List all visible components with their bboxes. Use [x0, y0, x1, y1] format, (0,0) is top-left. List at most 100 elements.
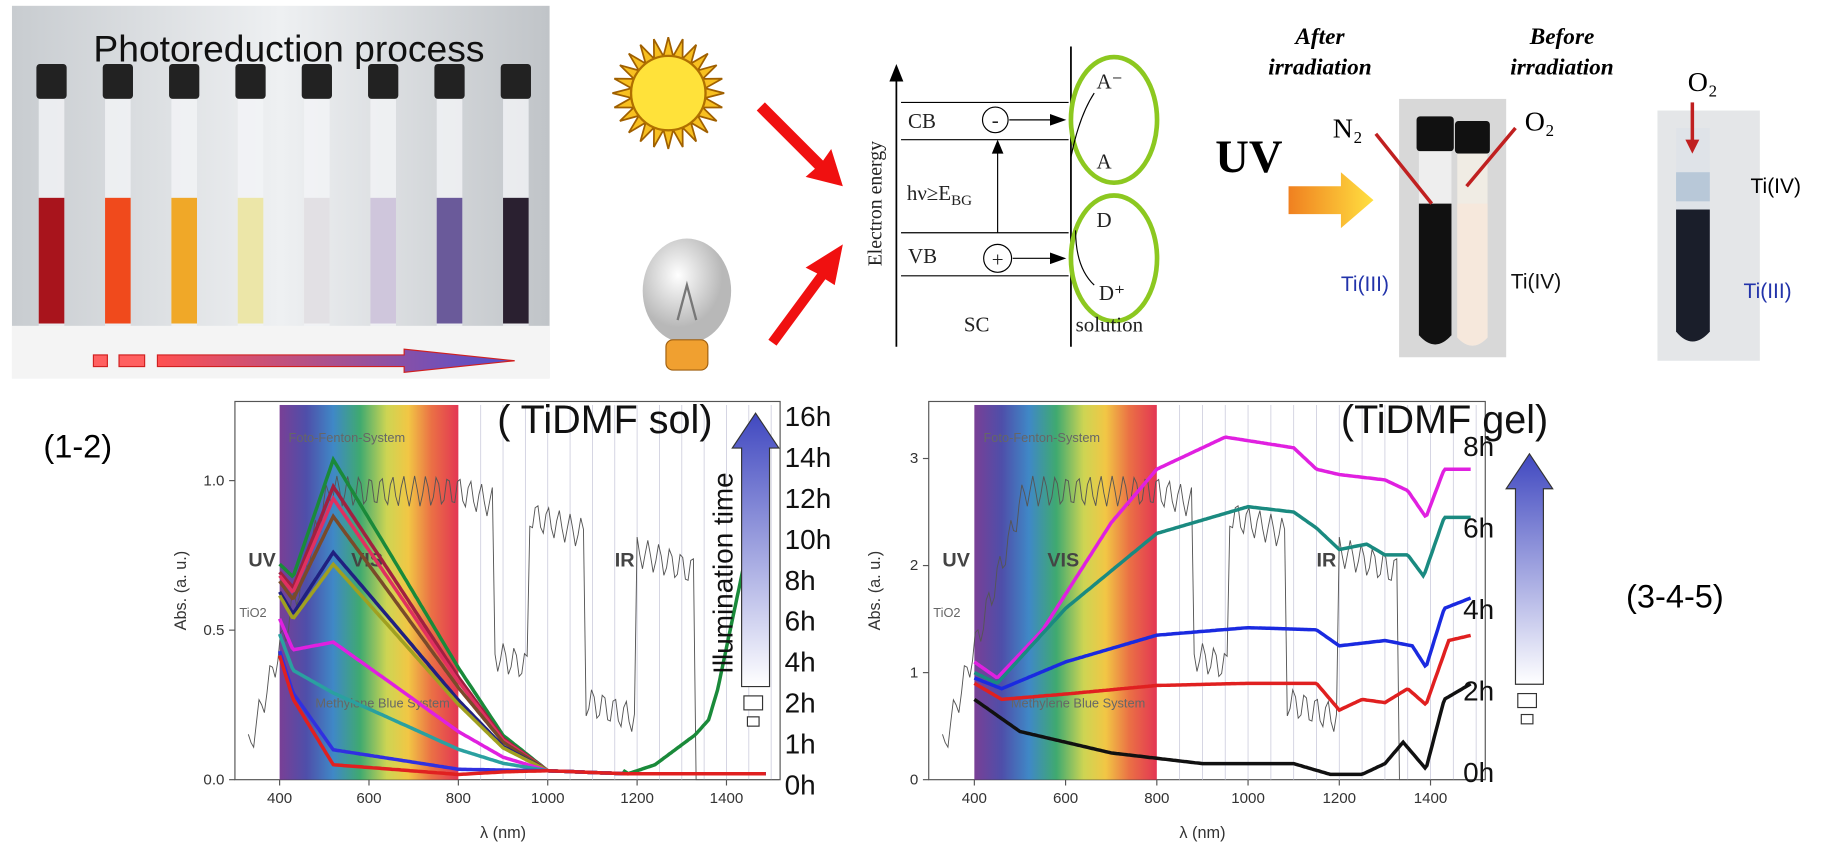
acceptor-reduced: A⁻ — [1097, 69, 1123, 93]
region-label: UV — [942, 550, 970, 572]
x-tick-label: 800 — [1144, 790, 1169, 807]
ti4-label: Ti(IV) — [1751, 175, 1801, 198]
electron-sign: - — [992, 108, 999, 132]
vial-liquid — [370, 198, 396, 324]
x-tick-label: 1200 — [620, 790, 654, 807]
vial-liquid — [437, 198, 463, 324]
red-arrow — [757, 102, 843, 186]
time-label: 16h — [785, 401, 832, 432]
dark-solution — [1419, 204, 1452, 345]
time-label: 10h — [785, 524, 832, 555]
x-tick-label: 400 — [962, 790, 987, 807]
ti3-label: Ti(III) — [1341, 273, 1389, 296]
interface-layer — [1676, 172, 1710, 201]
time-label: 12h — [785, 483, 832, 514]
y-axis-label: Abs. (a. u.) — [866, 551, 884, 631]
legend-box — [747, 717, 759, 726]
uv-arrow — [1289, 172, 1374, 228]
time-label: 2h — [1463, 676, 1494, 707]
x-tick-label: 1400 — [710, 790, 744, 807]
figure: Photoreduction process Electron energy C… — [0, 0, 1830, 853]
y-tick-label: 1.0 — [203, 472, 224, 489]
vial-liquid — [304, 198, 330, 324]
excitation-label: hν≥EBG — [907, 181, 972, 209]
x-tick-label: 1400 — [1414, 790, 1448, 807]
time-label: 8h — [785, 565, 816, 596]
oxidation-curve — [1076, 230, 1095, 285]
time-arrow — [1506, 454, 1553, 684]
excitation-sub: BG — [951, 193, 972, 209]
light-solution — [1457, 204, 1487, 346]
photo-title: Photoreduction process — [93, 28, 484, 70]
cap — [1455, 121, 1490, 154]
donor-oxidized: D⁺ — [1099, 281, 1125, 305]
ti4-label: Ti(IV) — [1511, 271, 1561, 294]
region-label: VIS — [1047, 550, 1079, 572]
time-label: 8h — [1463, 431, 1494, 462]
light-sources — [612, 37, 842, 370]
cap — [1417, 116, 1454, 151]
vial-liquid — [39, 198, 65, 324]
time-label: 0h — [1463, 757, 1494, 788]
vial-cap — [501, 64, 531, 99]
gel-spectrum-chart: 400 600 800 1000 1200 1400 0 1 2 3 λ (nm) Abs. (a. … — [866, 398, 1553, 842]
hole-sign: + — [992, 247, 1004, 271]
n2-label: N₂ — [1333, 113, 1363, 144]
time-label: 14h — [785, 442, 832, 473]
x-tick-label: 600 — [1053, 790, 1078, 807]
annotation: TiO2 — [239, 605, 266, 620]
vial-liquid — [105, 198, 131, 324]
bulb-base — [666, 340, 708, 370]
x-tick-label: 1200 — [1322, 790, 1356, 807]
red-arrow — [768, 244, 842, 345]
time-label: 6h — [785, 606, 816, 637]
legend-title: Illumination time — [707, 472, 738, 674]
donor: D — [1097, 208, 1112, 232]
x-tick-label: 400 — [267, 790, 292, 807]
after-label: After — [1293, 24, 1345, 50]
region-label: IR — [1316, 550, 1336, 572]
y-tick-label: 1 — [910, 664, 918, 681]
arrow-dash — [119, 355, 145, 367]
solution-label: solution — [1076, 313, 1144, 337]
vial-liquid — [238, 198, 264, 324]
vial-liquid — [503, 198, 529, 324]
chart-title: ( TiDMF sol) — [497, 398, 712, 442]
vial-cap — [36, 64, 66, 99]
x-tick-label: 1000 — [1231, 790, 1265, 807]
axis-label: Electron energy — [864, 141, 886, 266]
arrow-dash — [93, 355, 107, 367]
y-axis-label: Abs. (a. u.) — [172, 551, 190, 631]
time-label: 6h — [1463, 513, 1494, 544]
photo-panel: Photoreduction process — [12, 6, 550, 378]
arrowhead — [1050, 114, 1066, 126]
panel-label: (3-4-5) — [1626, 578, 1724, 614]
annotation: TiO2 — [933, 605, 960, 620]
y-tick-label: 3 — [910, 450, 918, 467]
ti3-label: Ti(III) — [1744, 280, 1792, 303]
page: Photoreduction process Electron energy C… — [0, 0, 1830, 853]
vial-liquid — [171, 198, 197, 324]
x-axis-label: λ (nm) — [480, 824, 526, 842]
acceptor: A — [1097, 150, 1112, 174]
band-scheme: Electron energy CB VB - + hν≥EBG A⁻ A D … — [864, 47, 1157, 347]
annotation: Foto-Fenton-System — [983, 430, 1100, 445]
axis-arrow — [889, 64, 903, 81]
arrowhead — [1050, 253, 1066, 265]
x-tick-label: 1000 — [531, 790, 565, 807]
o2-label: O₂ — [1525, 106, 1555, 137]
legend-box — [744, 696, 763, 710]
region-label: UV — [248, 550, 276, 572]
annotation: Methylene Blue System — [315, 696, 449, 711]
x-axis-label: λ (nm) — [1179, 824, 1225, 842]
time-label: 4h — [1463, 594, 1494, 625]
bulb-glass — [643, 239, 731, 344]
x-tick-label: 600 — [356, 790, 381, 807]
y-tick-label: 2 — [910, 557, 918, 574]
time-label: 2h — [785, 688, 816, 719]
y-tick-label: 0 — [910, 771, 918, 788]
y-tick-label: 0.0 — [203, 771, 224, 788]
excitation: hν≥E — [907, 181, 951, 205]
before-label: Before — [1529, 24, 1595, 50]
